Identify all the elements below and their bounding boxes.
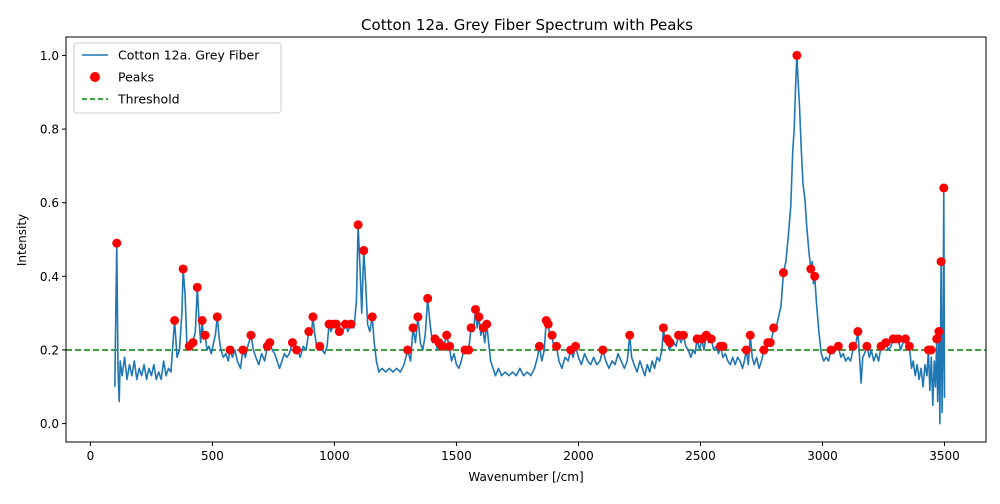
y-tick-label: 0.0 — [40, 417, 59, 431]
peak-point — [246, 330, 256, 340]
peak-point — [403, 345, 413, 355]
peak-point — [939, 183, 949, 193]
peak-point — [464, 345, 474, 355]
peak-point — [826, 345, 836, 355]
peak-point — [862, 341, 872, 351]
peak-point — [833, 341, 843, 351]
peak-point — [534, 341, 544, 351]
x-tick-label: 1500 — [441, 449, 472, 463]
peak-point — [304, 327, 314, 337]
peak-point — [331, 319, 341, 329]
peak-point — [445, 341, 455, 351]
peak-point — [188, 338, 198, 348]
peak-point — [678, 330, 688, 340]
y-tick-label: 1.0 — [40, 49, 59, 63]
peak-point — [408, 323, 418, 333]
peak-point — [423, 293, 433, 303]
peak-point — [792, 50, 802, 60]
peak-point — [334, 327, 344, 337]
x-axis-label: Wavenumber [/cm] — [468, 470, 583, 484]
peak-point — [474, 312, 484, 322]
peak-point — [178, 264, 188, 274]
peak-point — [936, 257, 946, 267]
x-tick-label: 3000 — [807, 449, 838, 463]
peak-point — [287, 338, 297, 348]
peak-point — [466, 323, 476, 333]
peak-point — [442, 330, 452, 340]
legend-scatter-swatch — [90, 72, 100, 82]
peak-point — [353, 220, 363, 230]
y-tick-label: 0.4 — [40, 270, 59, 284]
peak-point — [853, 327, 863, 337]
peak-point — [413, 312, 423, 322]
y-tick-label: 0.8 — [40, 123, 59, 137]
peak-point — [769, 323, 779, 333]
legend-label-threshold: Threshold — [117, 92, 180, 107]
peak-point — [482, 319, 492, 329]
x-tick-label: 0 — [87, 449, 95, 463]
peak-point — [470, 304, 480, 314]
peak-point — [598, 345, 608, 355]
peak-point — [170, 316, 180, 325]
peak-point — [900, 334, 910, 344]
legend-label-peaks: Peaks — [118, 70, 154, 85]
peak-point — [112, 238, 122, 248]
peak-point — [359, 246, 369, 256]
peak-point — [893, 334, 903, 344]
x-tick-label: 2500 — [685, 449, 716, 463]
peak-point — [238, 345, 248, 355]
peak-point — [292, 345, 302, 355]
x-axis: 0 500 1000 1500 2000 2500 3000 3500 — [87, 442, 960, 463]
peak-point — [741, 345, 751, 355]
peak-point — [810, 271, 820, 281]
x-tick-label: 1000 — [319, 449, 350, 463]
plot-layer — [66, 50, 986, 425]
y-axis: 0.0 0.2 0.4 0.6 0.8 1.0 — [40, 49, 66, 431]
peak-point — [745, 330, 755, 340]
peak-point — [625, 330, 635, 340]
peak-point — [932, 334, 942, 344]
peak-point — [926, 345, 936, 355]
peak-point — [346, 319, 356, 329]
x-tick-label: 500 — [201, 449, 224, 463]
peak-point — [881, 338, 891, 348]
peak-point — [200, 330, 210, 340]
peak-point — [197, 316, 207, 325]
peak-point — [665, 338, 675, 348]
peak-point — [547, 330, 557, 340]
peak-point — [904, 341, 914, 351]
peak-point — [367, 312, 377, 322]
peak-point — [265, 338, 275, 348]
legend-box — [73, 42, 282, 114]
y-tick-label: 0.6 — [40, 196, 59, 210]
x-tick-label: 2000 — [563, 449, 594, 463]
plot-frame — [65, 36, 987, 443]
peak-point — [658, 323, 668, 333]
y-axis-label: Intensity — [15, 214, 29, 266]
peak-point — [225, 345, 235, 355]
peak-point — [437, 341, 447, 351]
peak-point — [308, 312, 318, 322]
peak-point — [315, 341, 325, 351]
y-tick-label: 0.2 — [40, 343, 59, 357]
peak-point — [778, 268, 788, 278]
chart-title: Cotton 12a. Grey Fiber Spectrum with Pea… — [361, 16, 693, 34]
peak-point — [212, 312, 222, 322]
peak-point — [571, 341, 581, 351]
peak-point — [806, 264, 816, 274]
x-tick-label: 3500 — [929, 449, 960, 463]
peak-point — [706, 334, 716, 344]
peak-point — [759, 345, 769, 355]
peak-point — [543, 319, 553, 329]
peak-point — [848, 341, 858, 351]
peak-point — [552, 341, 561, 351]
legend: Cotton 12a. Grey Fiber Peaks Threshold — [73, 42, 282, 114]
peak-point — [192, 282, 202, 292]
legend-label-spectrum: Cotton 12a. Grey Fiber — [118, 48, 260, 63]
peak-point — [934, 327, 944, 337]
peak-point — [765, 338, 775, 348]
peak-point — [718, 341, 728, 351]
